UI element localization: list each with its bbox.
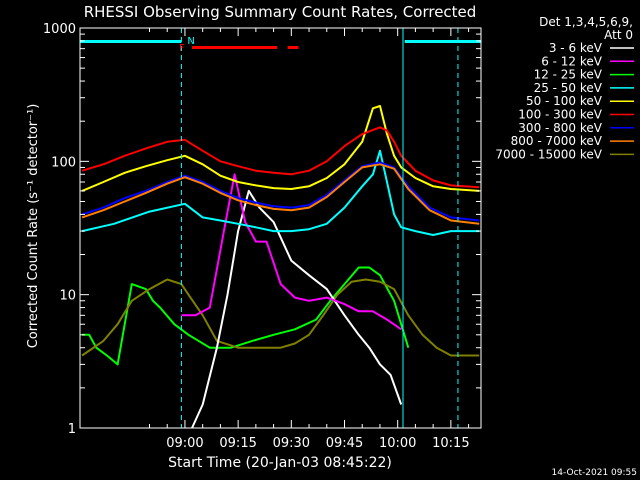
plot-area: NF	[80, 28, 481, 428]
legend-label-4: 25 - 50 keV	[534, 81, 603, 95]
series-line-3	[82, 266, 410, 366]
legend-label-5: 50 - 100 keV	[526, 94, 603, 108]
series-line-7	[81, 161, 480, 222]
legend-header-line-2: Att 0	[604, 28, 633, 42]
series-line-6	[81, 126, 480, 189]
axes: 09:00 09:15 09:30 09:45 10:00 10:15 1 10 100 1000	[43, 22, 482, 451]
y-tick-label: 1	[68, 422, 76, 437]
legend-label-8: 800 - 7000 keV	[511, 134, 603, 148]
series-line-2	[181, 173, 402, 331]
y-tick-label: 100	[51, 155, 76, 170]
legend-header-line-1: Det 1,3,4,5,6,9,	[539, 15, 633, 29]
y-tick-label: 1000	[43, 22, 76, 37]
legend-label-6: 100 - 300 keV	[518, 108, 602, 122]
y-axis-label: Corrected Count Rate (s⁻¹ detector⁻¹)	[26, 104, 41, 349]
y-tick-label: 10	[59, 289, 76, 304]
chart-title: RHESSI Observing Summary Count Rates, Co…	[84, 3, 477, 21]
x-tick-label: 10:00	[379, 436, 416, 451]
legend-label-1: 3 - 6 keV	[549, 41, 603, 55]
attenuator-bar-1	[192, 46, 278, 49]
legend-label-2: 6 - 12 keV	[541, 54, 603, 68]
night-bar-1	[80, 40, 182, 43]
attenuator-bar-2	[287, 46, 299, 49]
night-bar-label: N	[187, 36, 194, 47]
attenuator-bar-label: F	[179, 43, 185, 54]
legend-label-9: 7000 - 15000 keV	[495, 147, 602, 161]
series-line-8	[81, 163, 480, 225]
footer-date: 14-Oct-2021 09:55	[552, 468, 637, 478]
series-line-5	[81, 105, 480, 192]
legend-label-3: 12 - 25 keV	[534, 68, 603, 82]
x-tick-label: 10:15	[432, 436, 469, 451]
series-line-4	[81, 149, 480, 236]
plot-frame	[79, 27, 482, 429]
x-tick-label: 09:00	[166, 436, 203, 451]
series-line-9	[81, 278, 480, 357]
x-tick-label: 09:45	[326, 436, 363, 451]
x-tick-label: 09:15	[219, 436, 256, 451]
x-axis-label: Start Time (20-Jan-03 08:45:22)	[168, 455, 392, 471]
night-bar-2	[404, 40, 481, 43]
x-tick-label: 09:30	[273, 436, 310, 451]
series-line-1	[191, 189, 403, 428]
legend-label-7: 300 - 800 keV	[518, 121, 602, 135]
